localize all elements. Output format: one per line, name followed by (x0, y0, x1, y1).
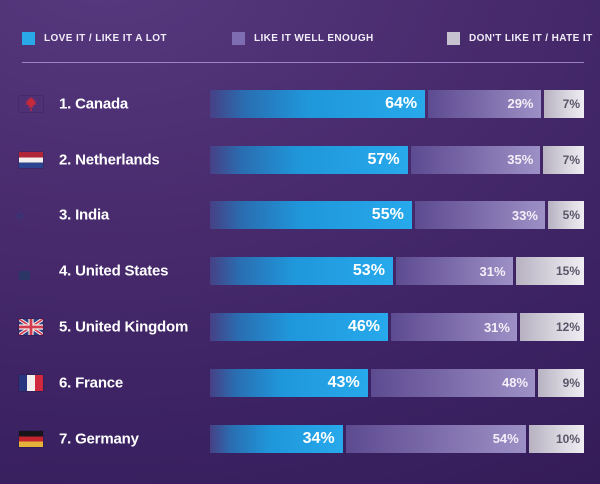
stacked-bar: 57% 35% 7% (210, 145, 584, 174)
country-row: 6. France 43% 48% 9% (0, 355, 600, 411)
legend: LOVE IT / LIKE IT A LOT LIKE IT WELL ENO… (0, 32, 600, 48)
percent-label-like: 54% (492, 431, 519, 447)
bar-segment-love: 64% (210, 89, 426, 118)
bar-segment-like: 35% (410, 145, 541, 174)
bar-segment-dislike: 7% (543, 89, 584, 118)
percent-label-like: 31% (479, 263, 506, 279)
percent-label-dislike: 10% (555, 431, 580, 446)
percent-label-love: 57% (367, 150, 400, 168)
legend-swatch-love (22, 32, 35, 45)
percent-label-love: 46% (347, 318, 380, 336)
bar-segment-like: 54% (345, 424, 526, 453)
country-label: 4. United States (59, 262, 169, 280)
legend-label-like: LIKE IT WELL ENOUGH (254, 33, 374, 44)
legend-label-love: LOVE IT / LIKE IT A LOT (44, 33, 167, 44)
percent-label-love: 53% (352, 262, 385, 280)
percent-label-love: 43% (327, 373, 360, 391)
bar-segment-love: 55% (210, 201, 412, 230)
percent-label-dislike: 12% (555, 320, 580, 335)
bar-segment-dislike: 7% (543, 145, 584, 174)
country-flag-icon (19, 374, 43, 391)
percent-label-dislike: 7% (562, 152, 580, 167)
legend-swatch-dislike (447, 32, 460, 45)
legend-item-love: LOVE IT / LIKE IT A LOT (22, 32, 167, 45)
country-flag-icon (19, 96, 43, 112)
country-label: 6. France (59, 374, 124, 392)
percent-label-like: 33% (511, 207, 538, 223)
country-flag-icon (19, 319, 43, 336)
country-flag-icon (19, 151, 43, 168)
country-label: 2. Netherlands (59, 151, 160, 169)
country-label: 3. India (59, 206, 110, 224)
country-row: 7. Germany 34% 54% 10% (0, 411, 600, 467)
bar-segment-like: 31% (390, 313, 517, 342)
country-row: 5. United Kingdom 46% 31% 12% (0, 299, 600, 355)
bar-segment-like: 31% (395, 257, 513, 286)
stacked-bar: 46% 31% 12% (210, 313, 584, 342)
bar-segment-love: 34% (210, 424, 343, 453)
legend-item-like: LIKE IT WELL ENOUGH (232, 32, 374, 45)
stacked-bar: 64% 29% 7% (210, 89, 584, 118)
percent-label-like: 29% (507, 96, 534, 112)
stacked-bar: 34% 54% 10% (210, 424, 584, 453)
percent-label-like: 48% (502, 375, 529, 391)
legend-divider (22, 62, 584, 63)
stacked-bar: 43% 48% 9% (210, 368, 584, 397)
country-ranking-chart: 1. Canada 64% 29% 7% 2. Netherlands 57% … (0, 76, 600, 467)
bar-segment-dislike: 9% (538, 368, 584, 397)
country-row: 2. Netherlands 57% 35% 7% (0, 132, 600, 188)
bar-segment-like: 48% (370, 368, 536, 397)
country-flag-icon (19, 430, 43, 447)
bar-segment-like: 29% (428, 89, 541, 118)
legend-item-dislike: DON'T LIKE IT / HATE IT (447, 32, 593, 45)
bar-segment-love: 57% (210, 145, 408, 174)
stacked-bar: 55% 33% 5% (210, 201, 584, 230)
bar-segment-love: 46% (210, 313, 388, 342)
country-row: 4. United States 53% 31% 15% (0, 243, 600, 299)
bar-segment-dislike: 5% (547, 201, 584, 230)
percent-label-dislike: 7% (562, 96, 580, 111)
legend-label-dislike: DON'T LIKE IT / HATE IT (469, 33, 593, 44)
country-label: 7. Germany (59, 430, 139, 448)
country-label: 5. United Kingdom (59, 318, 189, 336)
percent-label-dislike: 9% (562, 375, 580, 390)
percent-label-like: 31% (483, 319, 510, 335)
country-row: 1. Canada 64% 29% 7% (0, 76, 600, 132)
percent-label-like: 35% (507, 152, 534, 168)
percent-label-love: 55% (371, 206, 404, 224)
bar-segment-like: 33% (414, 201, 545, 230)
bar-segment-dislike: 15% (515, 257, 584, 286)
country-row: 3. India 55% 33% 5% (0, 188, 600, 244)
percent-label-dislike: 15% (555, 264, 580, 279)
country-label: 1. Canada (59, 95, 129, 113)
bar-segment-dislike: 10% (528, 424, 584, 453)
percent-label-dislike: 5% (562, 208, 580, 223)
legend-swatch-like (232, 32, 245, 45)
percent-label-love: 64% (385, 94, 418, 112)
bar-segment-love: 43% (210, 368, 368, 397)
bar-segment-dislike: 12% (519, 313, 584, 342)
bar-segment-love: 53% (210, 257, 393, 286)
stacked-bar: 53% 31% 15% (210, 257, 584, 286)
percent-label-love: 34% (302, 429, 335, 447)
